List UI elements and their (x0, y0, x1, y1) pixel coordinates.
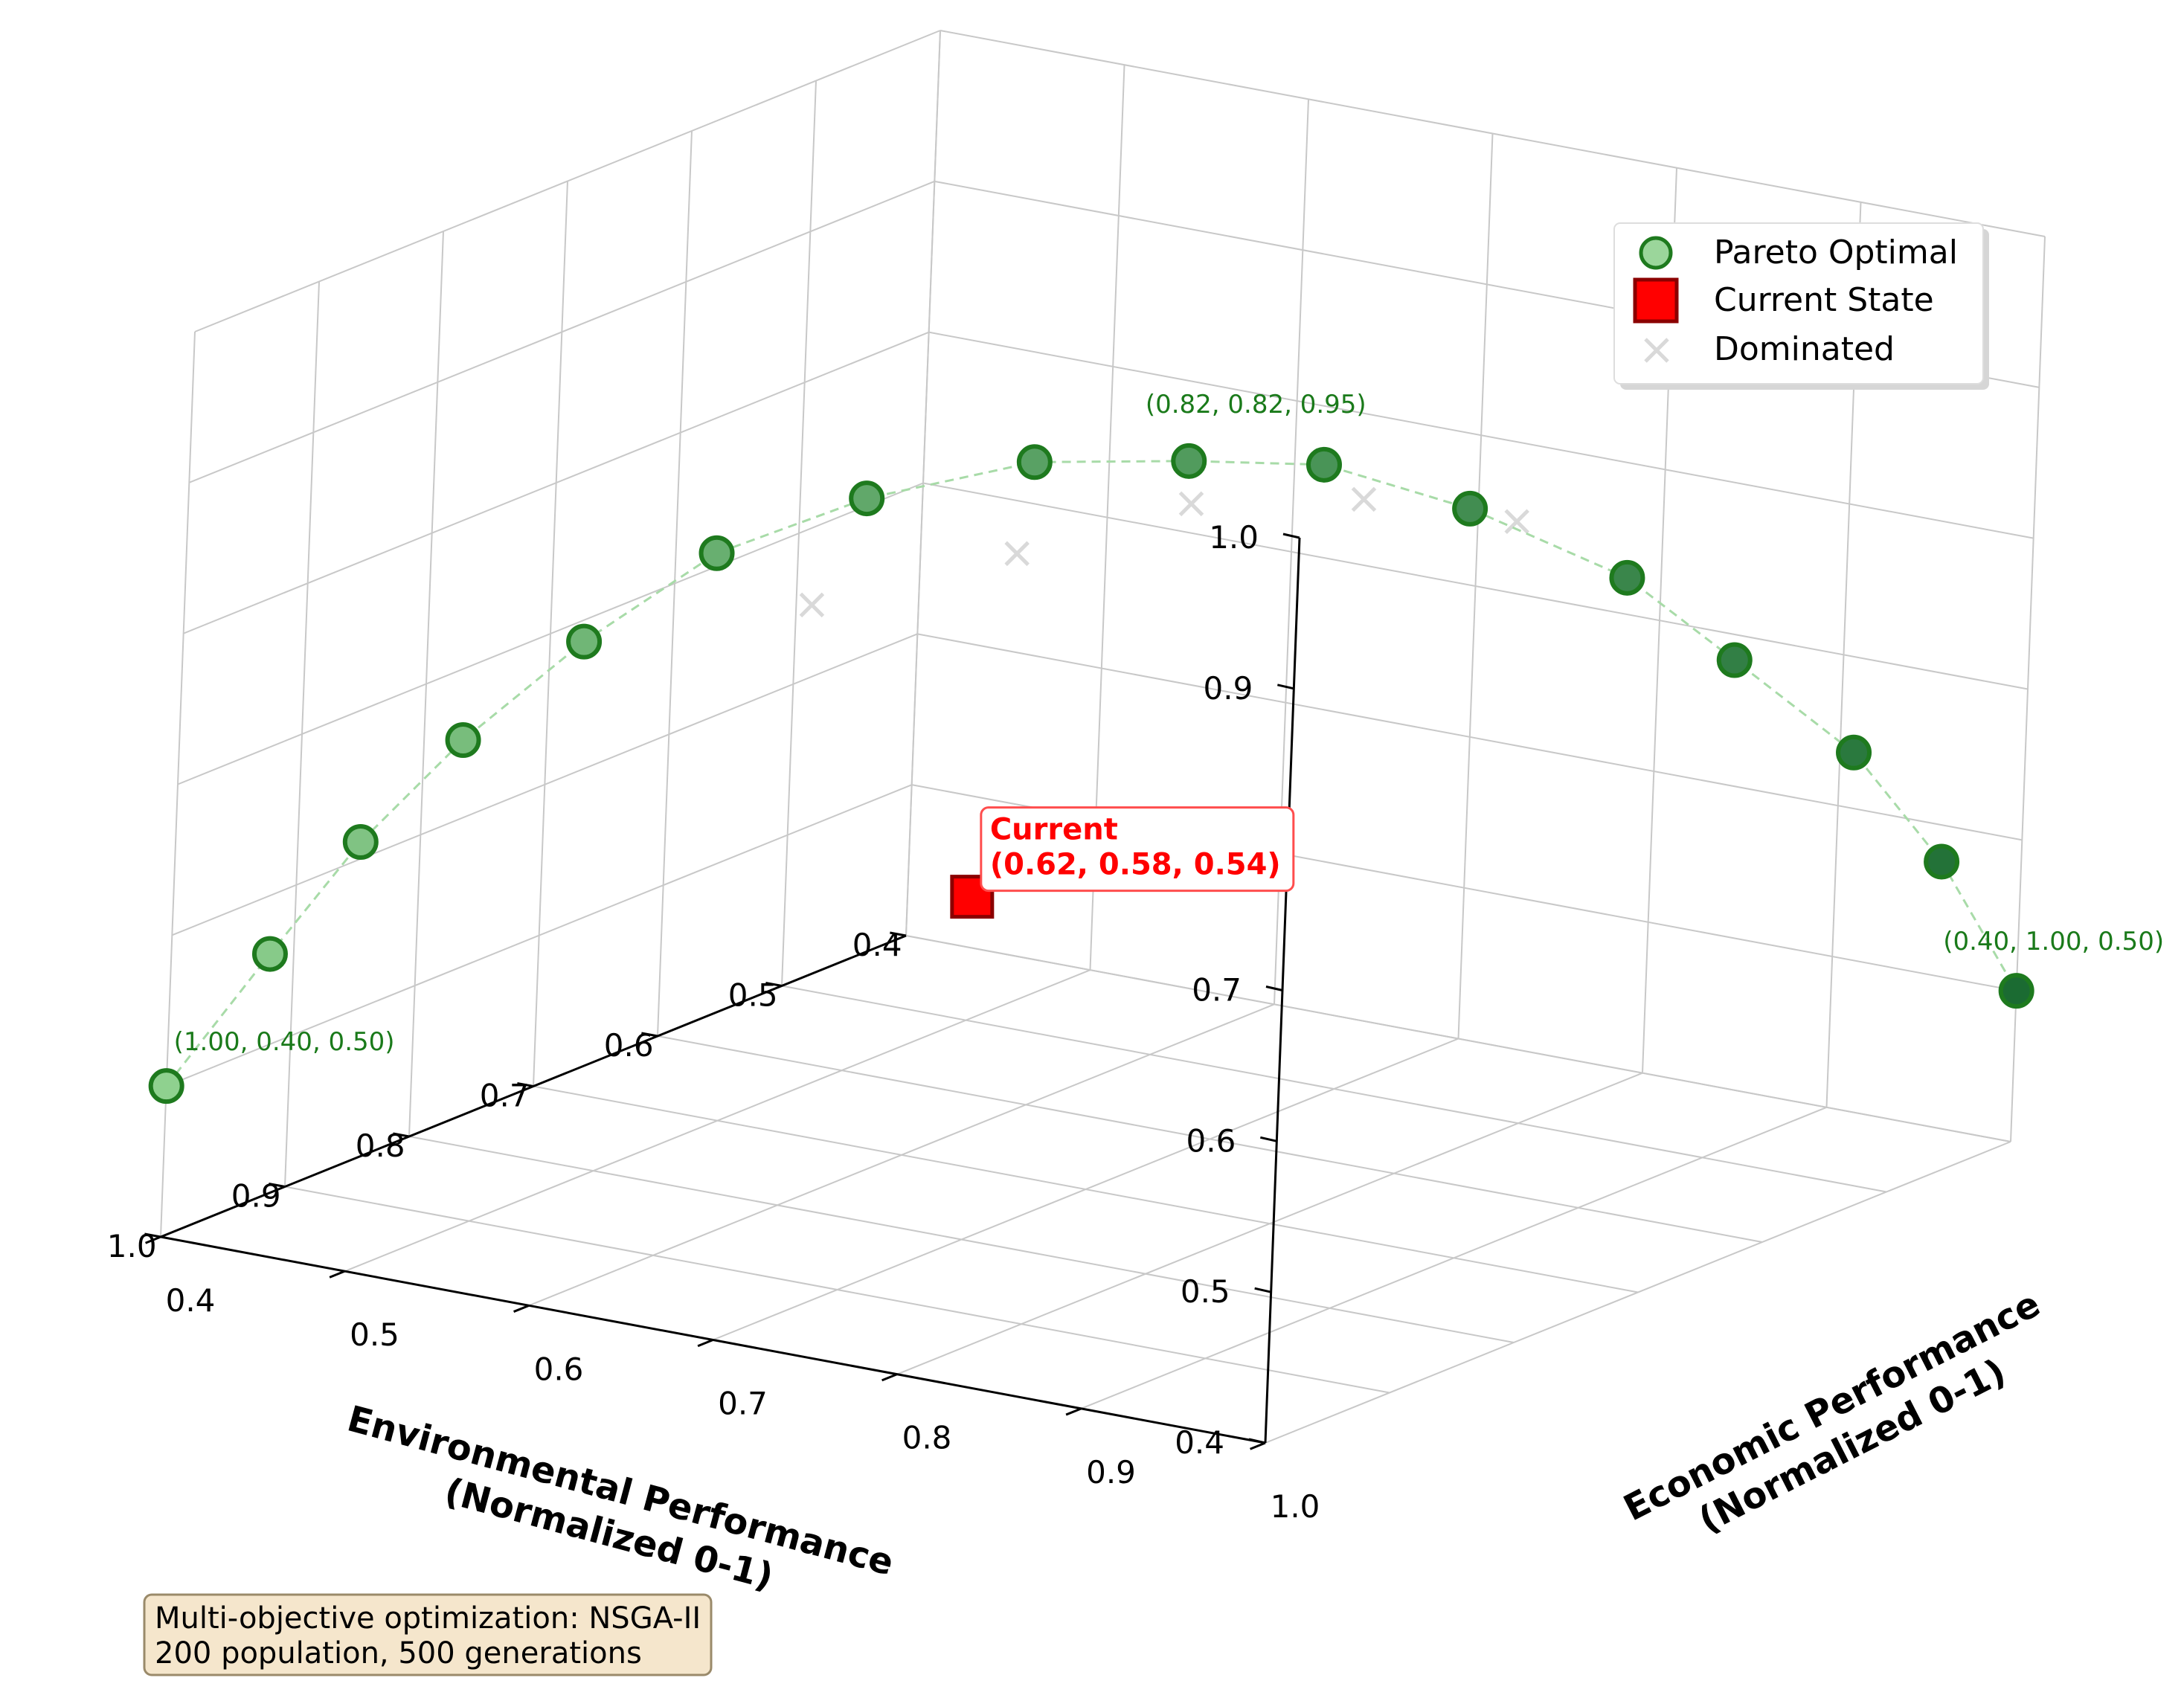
dominated-stroke (1351, 486, 1377, 512)
grid-line (188, 180, 935, 483)
y-tick-label: 0.9 (1086, 1454, 1136, 1491)
grid-line (940, 30, 2046, 237)
x-tick-mark (641, 1032, 658, 1038)
dominated-stroke (1504, 509, 1529, 535)
pareto-point (1836, 734, 1872, 771)
pareto-point (445, 722, 481, 759)
legend: Pareto Optimal Current State Dominated (1613, 222, 1989, 390)
y-tick-mark (513, 1304, 530, 1313)
legend-label-pareto: Pareto Optimal (1714, 234, 1958, 271)
annotation-pareto-start: (1.00, 0.40, 0.50) (174, 1027, 395, 1057)
pareto-point (698, 535, 735, 571)
z-tick-label: 0.7 (1192, 972, 1242, 1009)
legend-label-current: Current State (1714, 281, 1934, 319)
annotation-pareto-end: (0.40, 1.00, 0.50) (1943, 927, 2164, 956)
legend-frame (1613, 222, 1984, 385)
legend-dominated-marker (1644, 338, 1669, 363)
annotation-current: Current (0.62, 0.58, 0.54) (990, 813, 1281, 882)
grid-line (1265, 1141, 2011, 1444)
footnote-line-1: Multi-objective optimization: NSGA-II (155, 1601, 701, 1636)
pareto-point (342, 824, 379, 861)
x-tick-mark (144, 1232, 161, 1238)
z-tick-mark (1277, 684, 1294, 690)
pareto-point (251, 936, 288, 972)
pareto-point (1452, 490, 1488, 527)
x-tick-label: 0.9 (231, 1178, 281, 1215)
pareto-point (1998, 973, 2034, 1009)
footnote-box: Multi-objective optimization: NSGA-II 20… (143, 1593, 713, 1676)
y-tick-label: 0.5 (350, 1316, 399, 1353)
y-tick-mark (145, 1235, 161, 1244)
y-tick-mark (1065, 1407, 1082, 1416)
z-tick-mark (1265, 985, 1283, 991)
annotation-current-line-1: Current (990, 813, 1118, 847)
grid-line (1081, 1106, 1827, 1409)
z-tick-label: 0.5 (1181, 1273, 1230, 1310)
annotation-current-frame (980, 806, 1295, 893)
pareto-point (566, 623, 603, 660)
dominated-point (1178, 491, 1204, 517)
legend-current-marker (1633, 277, 1679, 324)
footnote-frame (143, 1593, 713, 1676)
z-tick-label: 0.4 (1175, 1424, 1224, 1461)
x-tick-label: 0.5 (728, 977, 778, 1014)
data-layer (148, 443, 2034, 1104)
pareto-point (1716, 642, 1753, 678)
z-tick-mark (1260, 1136, 1277, 1142)
y-tick-mark (697, 1339, 714, 1348)
x-tick-label: 0.8 (356, 1128, 405, 1164)
y-tick-mark (1250, 1441, 1266, 1450)
dominated-point (1004, 541, 1030, 567)
x-tick-label: 0.7 (480, 1078, 530, 1114)
y-tick-label: 1.0 (1271, 1488, 1320, 1525)
axes-layer (144, 533, 1301, 1450)
footnote-line-2: 200 population, 500 generations (155, 1636, 642, 1671)
dominated-point (799, 592, 825, 618)
z-tick-mark (1282, 533, 1300, 539)
y-tick-label: 0.4 (166, 1282, 216, 1319)
x-tick-mark (269, 1182, 286, 1188)
y-tick-label: 0.8 (902, 1420, 952, 1456)
y-axis-title: Economic Performance(Normalized 0-1) (1617, 1283, 2067, 1569)
dominated-point (1351, 486, 1377, 512)
pareto-point (148, 1068, 184, 1104)
z-tick-mark (1248, 1438, 1266, 1444)
dominated-stroke (1004, 541, 1030, 567)
y-tick-mark (329, 1270, 346, 1279)
x-tick-mark (393, 1132, 410, 1138)
y-axis-title-line-1: Economic Performance (1617, 1283, 2046, 1529)
x-tick-label: 0.6 (604, 1027, 654, 1064)
x-tick-label: 1.0 (107, 1228, 157, 1264)
pareto-point (1171, 443, 1207, 479)
grid-line (194, 30, 941, 332)
y-tick-label: 0.7 (718, 1386, 768, 1422)
z-tick-mark (1254, 1287, 1271, 1293)
y-tick-mark (881, 1373, 898, 1382)
y-tick-label: 0.6 (534, 1351, 584, 1387)
z-tick-label: 0.6 (1186, 1122, 1236, 1159)
dominated-point (1504, 509, 1529, 535)
x-tick-mark (890, 931, 907, 937)
pareto-point (1924, 843, 1960, 880)
x-tick-label: 0.4 (852, 927, 902, 963)
dominated-stroke (799, 592, 825, 618)
pareto-point (849, 480, 885, 517)
x-tick-mark (517, 1081, 534, 1087)
dominated-stroke (1178, 491, 1204, 517)
pareto-point (1306, 446, 1342, 483)
pareto-point (1016, 444, 1053, 480)
pareto-point (1609, 559, 1645, 596)
z-tick-label: 1.0 (1209, 519, 1259, 556)
x-tick-mark (765, 981, 783, 987)
x-axis-title: Environmental Performance(Normalized 0-1… (332, 1398, 899, 1627)
annotation-pareto-peak: (0.82, 0.82, 0.95) (1146, 390, 1366, 419)
pareto-front-line (165, 460, 2017, 1087)
annotation-current-line-2: (0.62, 0.58, 0.54) (990, 848, 1281, 882)
legend-label-dominated: Dominated (1714, 330, 1895, 368)
z-tick-label: 0.9 (1204, 670, 1253, 707)
legend-pareto-marker (1639, 236, 1673, 270)
